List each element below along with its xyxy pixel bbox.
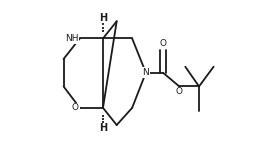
Text: H: H <box>99 123 107 133</box>
Text: H: H <box>99 13 107 23</box>
Text: O: O <box>176 87 183 96</box>
Text: N: N <box>143 68 149 77</box>
Text: O: O <box>160 39 167 48</box>
Text: NH: NH <box>64 34 78 43</box>
Text: O: O <box>72 103 79 112</box>
